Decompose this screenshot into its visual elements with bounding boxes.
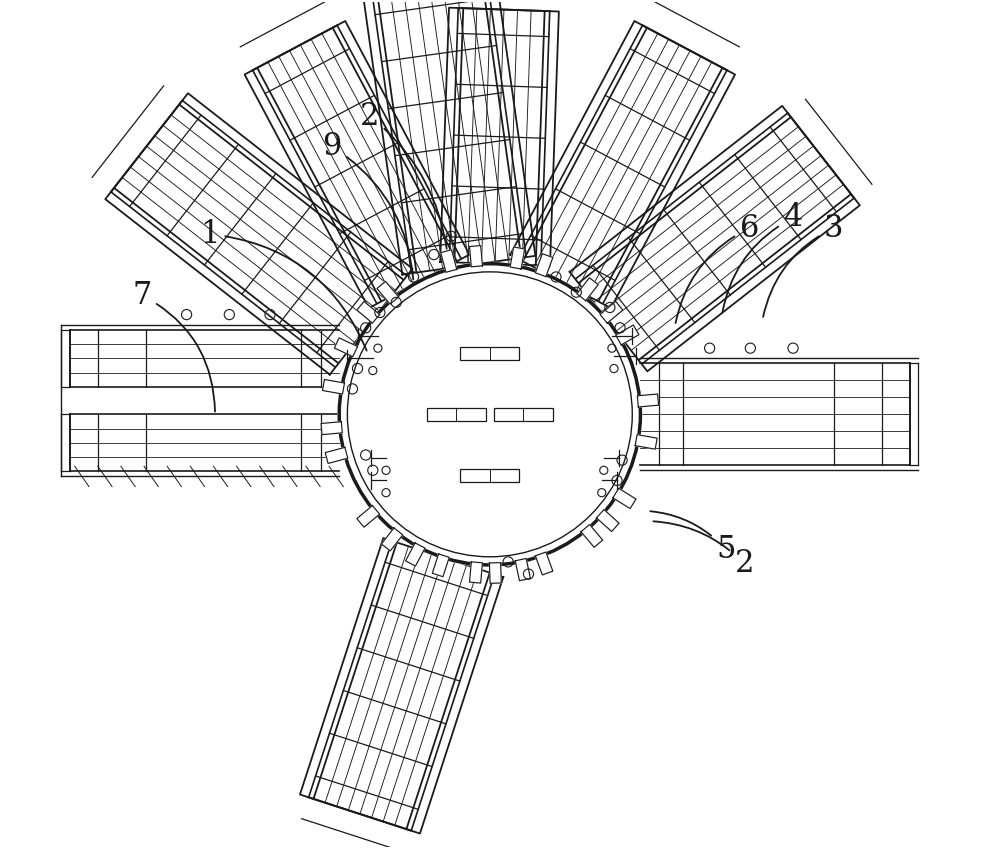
Polygon shape [406,543,425,566]
Polygon shape [616,325,639,345]
Text: 3: 3 [763,212,844,317]
Polygon shape [432,554,449,576]
Text: 5: 5 [650,511,736,565]
Polygon shape [581,525,603,548]
Polygon shape [635,435,657,449]
Polygon shape [515,559,530,581]
Polygon shape [381,528,403,551]
Polygon shape [600,301,623,323]
Text: 2: 2 [653,521,754,579]
Polygon shape [470,562,482,583]
Text: 7: 7 [132,280,215,412]
Polygon shape [321,422,342,435]
Polygon shape [489,563,501,583]
Circle shape [337,261,642,567]
Polygon shape [613,488,636,509]
Text: 2: 2 [360,101,447,249]
Polygon shape [637,394,659,407]
Text: 4: 4 [722,202,803,313]
Bar [494,408,553,421]
Bar [460,469,519,482]
Polygon shape [357,301,380,323]
Text: 6: 6 [676,212,759,323]
Polygon shape [357,505,380,527]
Polygon shape [510,247,525,269]
Polygon shape [334,338,358,357]
Polygon shape [596,509,619,531]
Bar [460,346,519,360]
Polygon shape [470,245,482,267]
Polygon shape [577,278,598,301]
Polygon shape [441,250,457,273]
Bar [427,408,486,421]
Polygon shape [323,380,344,394]
Text: 1: 1 [200,219,367,351]
Polygon shape [325,447,348,464]
Polygon shape [377,281,399,304]
Polygon shape [535,552,553,575]
Polygon shape [535,254,553,277]
Text: 9: 9 [322,132,413,279]
